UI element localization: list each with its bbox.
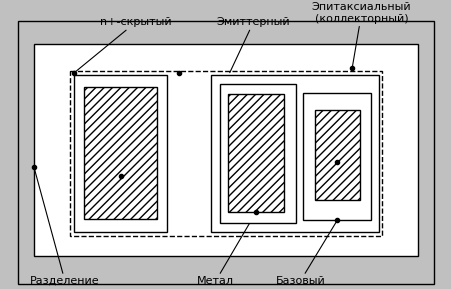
Text: Эпитаксиальный
(коллекторный): Эпитаксиальный (коллекторный) <box>311 2 410 68</box>
Bar <box>227 94 284 212</box>
Bar <box>74 75 166 232</box>
Bar <box>83 87 157 218</box>
Bar <box>34 45 417 256</box>
Text: Разделение: Разделение <box>30 167 100 286</box>
Text: n+-скрытый: n+-скрытый <box>74 17 171 73</box>
Text: Эмиттерный: Эмиттерный <box>216 17 290 73</box>
Text: Метал: Метал <box>197 212 256 286</box>
Bar <box>220 84 295 223</box>
Bar <box>314 110 359 200</box>
Bar <box>69 71 382 236</box>
Bar <box>211 75 378 232</box>
Bar <box>303 93 370 221</box>
Text: Базовый: Базовый <box>275 221 336 286</box>
